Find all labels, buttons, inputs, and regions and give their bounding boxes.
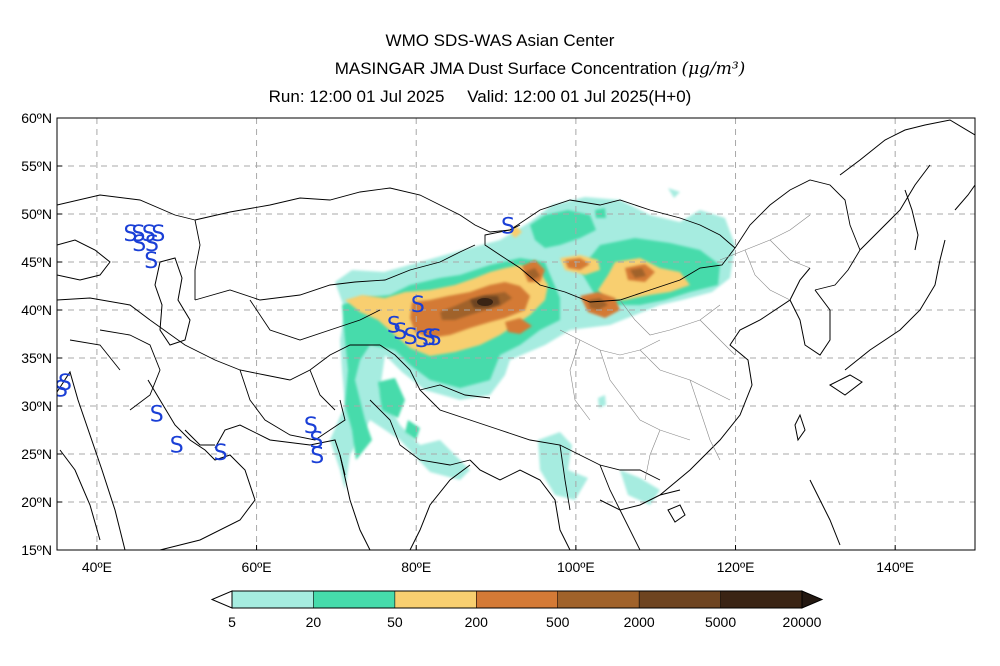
run-time-label: Run: 12:00 01 Jul 2025 <box>268 87 445 106</box>
colorbar-segment <box>639 591 721 608</box>
longitude-labels: 40ºE 60ºE 80ºE 100ºE 120ºE 140ºE <box>82 545 914 575</box>
lat-tick-label: 40ºN <box>21 302 52 318</box>
lat-tick-label: 25ºN <box>21 446 52 462</box>
station-marker: S <box>415 328 429 353</box>
station-marker: S <box>150 403 164 428</box>
coastlines <box>57 119 975 550</box>
valid-time-label: Valid: 12:00 01 Jul 2025(H+0) <box>467 87 692 106</box>
lon-tick-label: 40ºE <box>82 559 112 575</box>
station-marker: S <box>144 249 158 274</box>
station-marker: S <box>411 293 425 318</box>
colorbar-under-arrow <box>210 590 233 609</box>
station-marker: S <box>54 378 68 403</box>
colorbar-label: 20 <box>306 614 322 630</box>
lat-tick-label: 20ºN <box>21 494 52 510</box>
latitude-labels: 60ºN 55ºN 50ºN 45ºN 40ºN 35ºN 30ºN 25ºN 20ºN 15ºN <box>21 110 62 558</box>
lat-tick-label: 50ºN <box>21 206 52 222</box>
station-marker: S <box>151 222 165 247</box>
station-marker: S <box>131 222 145 247</box>
station-marker: S <box>58 371 72 396</box>
map-subtitle: MASINGAR JMA Dust Surface Concentration … <box>40 59 1000 79</box>
colorbar-segment <box>720 591 802 608</box>
station-marker: S <box>170 433 184 458</box>
station-marker: S <box>428 326 442 351</box>
lon-tick-label: 120ºE <box>717 559 755 575</box>
colorbar-segment <box>476 591 558 608</box>
station-marker: S <box>123 222 137 247</box>
station-marker: S <box>214 441 228 466</box>
lon-tick-label: 100ºE <box>557 559 595 575</box>
lon-tick-label: 80ºE <box>401 559 431 575</box>
station-marker: S <box>310 444 324 469</box>
station-marker: S <box>309 429 323 454</box>
station-marker: S <box>304 414 318 439</box>
colorbar-label: 20000 <box>783 614 822 630</box>
colorbar: 5 20 50 200 500 2000 5000 20000 <box>210 590 824 630</box>
map-frame <box>56 117 976 551</box>
colorbar-label: 500 <box>546 614 570 630</box>
station-marker: S <box>501 215 515 240</box>
colorbar-segment <box>557 591 640 608</box>
lon-tick-label: 60ºE <box>242 559 272 575</box>
map-title: WMO SDS-WAS Asian Center <box>385 31 615 50</box>
station-marker: S <box>132 232 146 257</box>
run-valid-line: Run: 12:00 01 Jul 2025 Valid: 12:00 01 J… <box>0 87 980 107</box>
colorbar-label: 2000 <box>624 614 655 630</box>
colorbar-segment <box>232 591 314 608</box>
colorbar-segment <box>394 591 477 608</box>
station-marker: S <box>422 326 436 351</box>
colorbar-label: 50 <box>387 614 403 630</box>
lat-tick-label: 45ºN <box>21 254 52 270</box>
lat-tick-label: 60ºN <box>21 110 52 126</box>
unit-label: (μg/m³) <box>681 59 746 79</box>
colorbar-label: 200 <box>465 614 489 630</box>
country-borders <box>57 179 861 550</box>
station-marker: S <box>404 325 418 350</box>
colorbar-label: 5000 <box>705 614 736 630</box>
dust-field-5000-20000 <box>477 298 493 306</box>
colorbar-label: 5 <box>228 614 236 630</box>
lat-tick-label: 15ºN <box>21 542 52 558</box>
station-marker: S <box>142 222 156 247</box>
lat-tick-label: 55ºN <box>21 158 52 174</box>
variable-name: MASINGAR JMA Dust Surface Concentration <box>334 59 677 78</box>
station-marker: S <box>145 232 159 257</box>
gridlines <box>57 118 975 550</box>
station-marker: S <box>393 320 407 345</box>
lat-tick-label: 35ºN <box>21 350 52 366</box>
lat-tick-label: 30ºN <box>21 398 52 414</box>
station-marker: S <box>387 313 401 338</box>
colorbar-segment <box>313 591 395 608</box>
colorbar-over-arrow <box>801 590 824 609</box>
lon-tick-label: 140ºE <box>876 559 914 575</box>
